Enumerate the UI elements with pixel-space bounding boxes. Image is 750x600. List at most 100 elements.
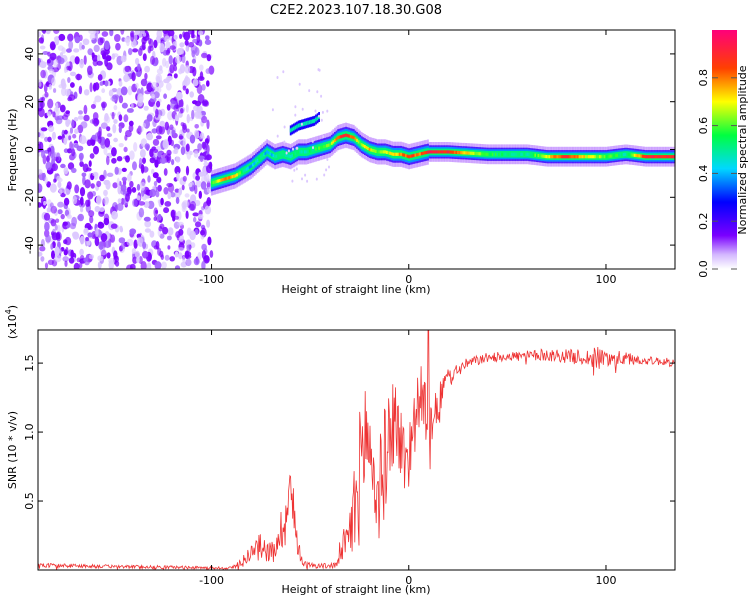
spectrogram-noise-blob	[192, 100, 198, 105]
spectrogram-noise-blob	[124, 65, 131, 73]
spectrogram-noise-blob	[42, 30, 47, 35]
spectrogram-noise-blob	[39, 133, 45, 139]
spectrogram-noise-blob	[120, 55, 127, 63]
spectrogram-noise-blob	[189, 134, 196, 144]
spectrogram-speck	[294, 113, 297, 117]
spectrogram-noise-blob	[127, 173, 132, 182]
spectrogram-ridge-core	[655, 155, 658, 159]
spectrogram-noise-blob	[61, 87, 67, 97]
spectrogram-ridge-core	[548, 155, 551, 159]
spectrogram-noise-blob	[194, 221, 202, 228]
spectrogram-ridge-core	[542, 154, 545, 158]
spectrogram-ridge-core	[422, 151, 425, 155]
spectrogram-ridge-core	[428, 150, 431, 154]
spectrogram-noise-blob	[174, 251, 179, 258]
spectrogram-noise-blob	[203, 171, 207, 177]
spectrogram-ridge-core	[315, 147, 317, 151]
spectrogram-noise-blob	[151, 93, 156, 99]
spectrogram-ridge-core	[621, 153, 623, 157]
spectrogram-noise-blob	[167, 227, 174, 236]
spectrogram-noise-blob	[87, 232, 93, 238]
spectrogram-noise-blob	[57, 209, 63, 215]
spectrogram-noise-blob	[70, 82, 75, 88]
spectrogram-branch-core	[316, 116, 319, 121]
spectrogram-branch-core	[310, 119, 313, 124]
spectrogram-noise-blob	[53, 156, 59, 162]
spectrogram-ridge-core	[494, 152, 497, 156]
spectrogram-noise-blob	[135, 57, 140, 65]
spectrogram-noise-blob	[71, 167, 77, 173]
spectrogram-noise-blob	[159, 43, 165, 53]
spectrogram-noise-blob	[105, 180, 111, 190]
colorbar-tick-label: 0.2	[697, 212, 710, 230]
spectrogram-ridge-core	[278, 153, 281, 157]
spectrogram-noise-blob	[79, 59, 84, 69]
spectrogram-ridge-core	[512, 152, 515, 156]
spectrogram-ridge-core	[296, 151, 298, 155]
spectrogram-noise-blob	[85, 237, 90, 242]
spectrogram-ridge-core	[340, 135, 343, 139]
spectrogram-noise-blob	[115, 42, 121, 51]
spectrogram-ridge-core	[291, 154, 294, 158]
spectrogram-ridge-core	[398, 152, 401, 156]
spectrogram-noise-blob	[156, 75, 161, 84]
spectrogram-noise-blob	[83, 227, 89, 234]
spectrogram-noise-blob	[68, 135, 72, 141]
spectrogram-noise-blob	[150, 55, 155, 65]
snr-y-ticks: 0.5 1.0 1.5	[23, 354, 675, 510]
spectrogram-noise-blob	[192, 38, 198, 44]
spectrogram-noise-blob	[54, 246, 60, 256]
spectrogram-ridge-core	[547, 155, 549, 159]
spectrogram-ridge-core	[611, 154, 614, 158]
spectrogram-noise-blob	[103, 115, 111, 124]
spectrogram-noise-blob	[97, 37, 104, 46]
spectrogram-noise-blob	[53, 30, 60, 34]
spectrogram-ridge-core	[362, 144, 365, 148]
spectrogram-noise-blob	[169, 256, 175, 262]
spectrogram-noise-blob	[136, 256, 140, 264]
spectrogram-ridge-core	[395, 152, 398, 156]
spectrogram-noise-blob	[173, 65, 178, 72]
spectrogram-noise-blob	[132, 256, 138, 264]
spectrogram-ridge-core	[507, 152, 510, 156]
spectrogram-noise-blob	[201, 52, 208, 59]
spectrogram-branch-core	[293, 126, 295, 131]
spectrogram-noise-blob	[66, 181, 72, 190]
spectrogram-ridge-core	[665, 155, 668, 159]
spectrogram-speck	[300, 122, 303, 126]
spectrogram-noise-blob	[125, 155, 130, 163]
spectrogram-noise-blob	[201, 260, 206, 269]
spectrogram-ridge-core	[638, 154, 641, 158]
spectrogram-noise-blob	[129, 150, 135, 160]
spectrogram-noise-blob	[87, 65, 93, 76]
spectrogram-ridge-core	[633, 153, 636, 157]
spectrogram-noise-blob	[137, 125, 142, 135]
spectrogram-ridge-core	[562, 155, 565, 159]
spectrogram-ridge-core	[673, 155, 675, 159]
spectrogram-ridge-core	[554, 155, 557, 159]
spectrogram-noise-blob	[152, 138, 160, 146]
spectrogram-noise-blob	[178, 135, 184, 140]
spectrogram-noise-blob	[143, 216, 151, 222]
spectrogram-noise-blob	[51, 163, 58, 172]
spectrogram-noise-blob	[205, 154, 212, 161]
spectrogram-noise-blob	[185, 88, 189, 95]
spectrogram-ridge-core	[389, 151, 391, 155]
spectrogram-noise-blob	[39, 246, 46, 252]
spectrogram-noise-blob	[101, 88, 106, 94]
spectrogram-noise-blob	[202, 99, 209, 106]
spectrogram-noise-blob	[45, 161, 52, 171]
spectrogram-noise-blob	[163, 93, 168, 99]
spectrogram-noise-blob	[50, 243, 54, 250]
spectrogram-noise-blob	[174, 166, 181, 175]
spectrogram-noise-blob	[144, 228, 151, 233]
spectrogram-speck	[276, 76, 279, 79]
spectrogram-speck	[293, 168, 296, 172]
spectrogram-noise-blob	[130, 103, 134, 109]
spectrogram-noise-blob	[123, 74, 130, 83]
spectrogram-ridge-core	[502, 152, 505, 156]
spectrogram-noise-blob	[60, 213, 65, 220]
spectrogram-noise-blob	[100, 101, 107, 109]
spectrogram-ridge-core	[386, 150, 388, 154]
spectrogram-noise-blob	[95, 227, 99, 238]
